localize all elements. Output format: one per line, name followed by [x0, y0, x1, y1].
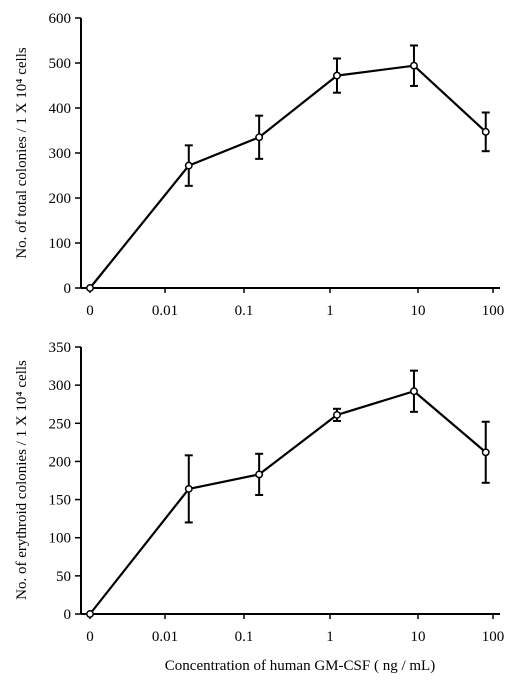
x-tick-label: 0 — [86, 303, 94, 319]
series-line — [89, 390, 487, 615]
data-point — [86, 284, 94, 292]
y-tick-label: 50 — [56, 569, 71, 585]
y-tick-label: 400 — [49, 101, 72, 117]
y-tick-label: 100 — [49, 236, 72, 252]
x-tick-label: 10 — [411, 303, 426, 319]
y-tick-label: 600 — [49, 11, 72, 27]
data-point — [410, 387, 418, 396]
data-point — [333, 71, 341, 80]
y-tick-label: 250 — [49, 416, 72, 432]
x-tick-label: 100 — [482, 629, 505, 645]
y-axis-label: No. of total colonies / 1 X 10⁴ cells — [14, 47, 30, 259]
y-tick-label: 500 — [49, 56, 72, 72]
x-tick-label: 1 — [326, 303, 334, 319]
panel-total-colonies: 0 100 200 300 400 500 600 0 0.01 0.1 1 10 100 No. of … — [14, 11, 504, 319]
data-point — [481, 127, 490, 136]
x-tick-label: 100 — [482, 303, 505, 319]
data-point — [333, 410, 341, 419]
data-point — [184, 484, 193, 493]
panel-erythroid-colonies: 0 50 100 150 200 250 300 350 0 0.01 0.1 1 10 100 No. o… — [14, 340, 504, 645]
data-point — [255, 470, 264, 479]
x-tick-label: 10 — [411, 629, 426, 645]
y-tick-label: 150 — [49, 493, 72, 509]
y-tick-label: 350 — [49, 340, 72, 356]
data-point — [410, 61, 418, 70]
y-tick-label: 0 — [64, 281, 72, 297]
data-point — [184, 161, 193, 170]
data-point — [255, 133, 264, 142]
data-point — [481, 448, 490, 457]
y-tick-label: 300 — [49, 378, 72, 394]
series-line — [89, 64, 487, 289]
y-tick-label: 200 — [49, 454, 72, 470]
x-tick-label: 0.01 — [152, 629, 178, 645]
y-tick-label: 0 — [64, 607, 72, 623]
y-tick-label: 300 — [49, 146, 72, 162]
x-tick-label: 0.1 — [235, 629, 254, 645]
x-tick-label: 1 — [326, 629, 334, 645]
y-tick-label: 100 — [49, 531, 72, 547]
y-axis-label: No. of erythroid colonies / 1 X 10⁴ cell… — [14, 360, 30, 600]
x-tick-label: 0 — [86, 629, 94, 645]
y-tick-label: 200 — [49, 191, 72, 207]
x-tick-label: 0.1 — [235, 303, 254, 319]
x-tick-label: 0.01 — [152, 303, 178, 319]
data-point — [86, 610, 94, 618]
x-axis-label: Concentration of human GM-CSF ( ng / mL) — [165, 658, 435, 674]
